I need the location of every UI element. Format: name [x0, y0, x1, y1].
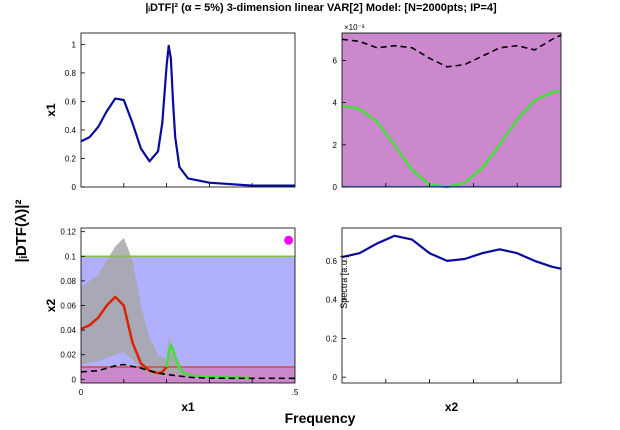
y-tick-label: 0.1	[65, 252, 77, 261]
y-tick-label: 0	[333, 183, 338, 192]
figure-xlabel: Frequency	[285, 410, 356, 426]
y-tick-label: 0.6	[65, 97, 77, 106]
figure-title: |ᵢDTF|² (α = 5%) 3-dimension linear VAR[…	[145, 2, 497, 14]
figure-ylabel: |ᵢDTF(λ)|²	[13, 199, 30, 262]
coherence-dashed-line	[80, 363, 295, 380]
y-tick-label: 0.4	[326, 296, 338, 305]
y-tick-label: 0.8	[65, 69, 77, 78]
axes-frame	[341, 227, 562, 384]
panel-top-right: 0 2 4 6 ×10⁻³	[333, 23, 562, 192]
y-tick-label: 0.08	[60, 277, 76, 286]
y-tick-label: 0.2	[326, 334, 338, 343]
panel-top-left: 0 0.2 0.4 0.6 0.8 1 x1	[44, 32, 296, 192]
y-scale-label: ×10⁻³	[344, 23, 365, 32]
y-tick-label: 0.6	[326, 257, 338, 266]
panel-ylabel: x2	[44, 299, 58, 313]
y-tick-label: 1	[72, 40, 77, 49]
significance-marker	[284, 235, 294, 245]
threshold-region	[342, 33, 561, 187]
y-tick-label: 2	[333, 141, 338, 150]
plot-area	[342, 228, 561, 383]
panel-xlabel: x1	[181, 400, 195, 414]
spectrum-line	[80, 44, 295, 187]
coherence-dashed-line	[341, 34, 562, 68]
y-tick-label: 4	[333, 99, 338, 108]
x-tick-label: .5	[292, 388, 299, 397]
panel-ylabel: x1	[44, 103, 58, 117]
panel-xlabel: x2	[445, 400, 459, 414]
y-tick-label: 0.2	[65, 154, 77, 163]
axes-frame	[341, 32, 562, 188]
y-tick-label: 0.4	[65, 126, 77, 135]
panel-bottom-left: 0 0.02 0.04 0.06 0.08 0.1 0.12 0 .5 x1 x2	[44, 227, 299, 414]
y-tick-label: 0	[72, 183, 77, 192]
y-tick-label: 0.02	[60, 351, 76, 360]
y-tick-label: 0.06	[60, 302, 76, 311]
panel-bottom-right: 0 0.2 0.4 0.6 x2 Spectra [a.u.]	[326, 227, 562, 414]
y-tick-label: 6	[333, 56, 338, 65]
y-tick-label: 0.04	[60, 326, 76, 335]
y-tick-label: 0	[333, 373, 338, 382]
y-tick-label: 0	[72, 375, 77, 384]
spectrum-line	[341, 234, 562, 270]
confidence-band	[81, 237, 184, 379]
nonsignificant-line	[80, 295, 168, 375]
x-tick-label: 0	[79, 388, 84, 397]
significant-line	[341, 89, 562, 189]
panel-ylabel: Spectra [a.u.]	[339, 255, 349, 309]
significant-line	[165, 343, 253, 380]
plot-area	[81, 33, 295, 187]
y-tick-label: 0.12	[60, 228, 76, 237]
axes-frame	[80, 32, 296, 188]
